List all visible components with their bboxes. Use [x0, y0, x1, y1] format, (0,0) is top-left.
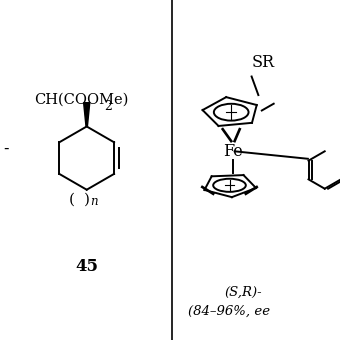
Text: ): ): [84, 192, 90, 206]
Polygon shape: [84, 103, 90, 126]
Text: 45: 45: [75, 258, 98, 275]
Text: (S,R)-: (S,R)-: [224, 286, 262, 299]
Text: n: n: [90, 195, 98, 208]
Text: SR: SR: [252, 54, 275, 71]
Text: 2: 2: [104, 100, 112, 113]
Text: (84–96%, ee: (84–96%, ee: [188, 305, 271, 318]
Text: -: -: [3, 140, 9, 155]
Text: (: (: [69, 192, 75, 206]
Text: Fe: Fe: [223, 143, 243, 160]
Text: CH(COOMe): CH(COOMe): [34, 93, 129, 107]
